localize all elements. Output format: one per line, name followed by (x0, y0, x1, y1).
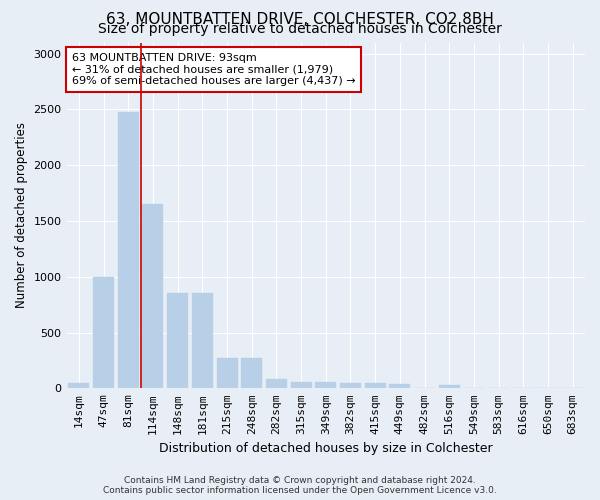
Bar (290, 382, 311, 388)
Bar (167, 294, 188, 388)
Y-axis label: Number of detached properties: Number of detached properties (15, 122, 28, 308)
Bar (68, 382, 89, 388)
Bar (118, 112, 139, 388)
X-axis label: Distribution of detached houses by size in Colchester: Distribution of detached houses by size … (159, 442, 493, 455)
Bar (365, 382, 386, 388)
Bar (142, 204, 163, 388)
Text: 63 MOUNTBATTEN DRIVE: 93sqm
← 31% of detached houses are smaller (1,979)
69% of : 63 MOUNTBATTEN DRIVE: 93sqm ← 31% of det… (72, 53, 355, 86)
Bar (217, 358, 238, 388)
Text: Contains HM Land Registry data © Crown copyright and database right 2024.
Contai: Contains HM Land Registry data © Crown c… (103, 476, 497, 495)
Bar (315, 382, 336, 388)
Bar (241, 358, 262, 388)
Bar (389, 384, 410, 388)
Bar (192, 294, 213, 388)
Bar (439, 385, 460, 388)
Bar (340, 382, 361, 388)
Text: 63, MOUNTBATTEN DRIVE, COLCHESTER, CO2 8BH: 63, MOUNTBATTEN DRIVE, COLCHESTER, CO2 8… (106, 12, 494, 28)
Text: Size of property relative to detached houses in Colchester: Size of property relative to detached ho… (98, 22, 502, 36)
Bar (93, 277, 114, 388)
Bar (266, 380, 287, 388)
